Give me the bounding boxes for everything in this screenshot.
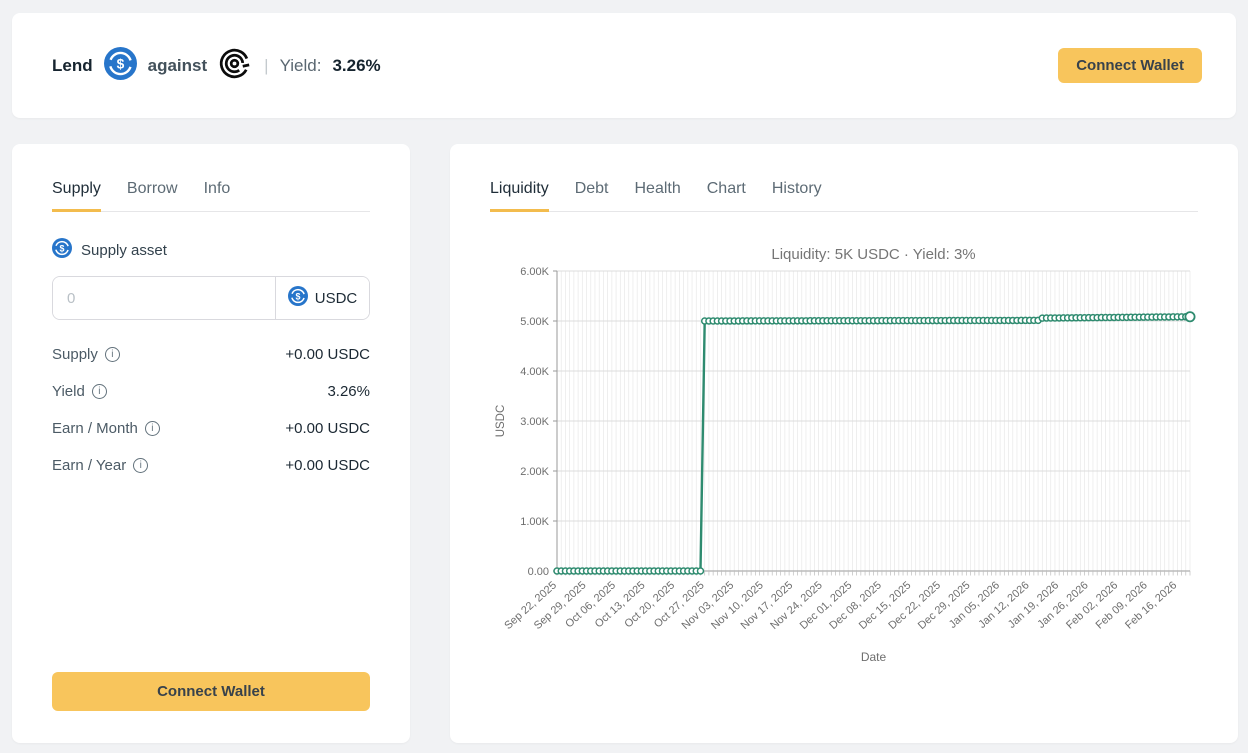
usdc-icon: $ [287, 285, 308, 311]
svg-text:USDC: USDC [495, 405, 507, 438]
earn-month-row-value: +0.00 USDC [285, 420, 370, 437]
tab-health[interactable]: Health [634, 180, 681, 197]
info-icon[interactable]: i [144, 421, 160, 436]
tab-borrow[interactable]: Borrow [126, 180, 178, 197]
yield-row: Yield i 3.26% [52, 373, 370, 410]
earn-month-row: Earn / Month i +0.00 USDC [52, 410, 370, 447]
supply-amount-input[interactable] [53, 277, 275, 319]
lend-label: Lend [52, 55, 93, 75]
tab-liquidity[interactable]: Liquidity [490, 180, 549, 212]
svg-text:5.00K: 5.00K [520, 316, 549, 328]
header-bar: Lend $ against | Yield: 3.26% Connect [12, 13, 1236, 118]
title-separator: | [264, 55, 269, 75]
supply-panel-tabs: Supply Borrow Info [52, 180, 370, 212]
earn-month-row-label: Earn / Month [52, 420, 138, 437]
earn-year-row-value: +0.00 USDC [285, 457, 370, 474]
svg-text:$: $ [116, 56, 124, 71]
tab-chart[interactable]: Chart [706, 180, 746, 197]
supply-row-label: Supply [52, 346, 98, 363]
connect-wallet-button[interactable]: Connect Wallet [52, 672, 370, 711]
svg-text:1.00K: 1.00K [520, 516, 549, 528]
svg-text:Date: Date [861, 650, 887, 664]
market-title: Lend $ against | Yield: 3.26% [12, 46, 381, 85]
yield-row-value: 3.26% [327, 383, 370, 400]
info-icon[interactable]: i [104, 347, 120, 362]
svg-text:Liquidity: 5K USDC · Yield: 3%: Liquidity: 5K USDC · Yield: 3% [771, 246, 975, 263]
tab-info[interactable]: Info [203, 180, 231, 197]
connect-wallet-button[interactable]: Connect Wallet [1058, 48, 1202, 83]
chart-panel-tabs: Liquidity Debt Health Chart History [490, 180, 1198, 212]
svg-text:4.00K: 4.00K [520, 366, 549, 378]
svg-text:6.00K: 6.00K [520, 266, 549, 278]
token-label: USDC [314, 289, 358, 307]
usdc-icon: $ [52, 238, 72, 262]
svg-text:0.00: 0.00 [528, 566, 549, 578]
svg-text:Feb 16, 2026: Feb 16, 2026 [1123, 579, 1179, 631]
svg-text:2.00K: 2.00K [520, 466, 549, 478]
yield-row-label: Yield [52, 383, 85, 400]
spiral-token-icon [218, 47, 251, 85]
svg-text:$: $ [295, 291, 300, 301]
tab-supply[interactable]: Supply [52, 180, 101, 212]
supply-panel: Supply Borrow Info $ Supply asset [12, 144, 410, 743]
supply-row: Supply i +0.00 USDC [52, 336, 370, 373]
info-icon[interactable]: i [91, 384, 107, 399]
tab-history[interactable]: History [771, 180, 822, 197]
yield-value: 3.26% [332, 55, 381, 75]
supply-row-value: +0.00 USDC [285, 346, 370, 363]
chart-panel: Liquidity Debt Health Chart History 0.00… [450, 144, 1238, 743]
earn-year-row: Earn / Year i +0.00 USDC [52, 447, 370, 484]
token-selector[interactable]: $ USDC [275, 277, 369, 319]
yield-label: Yield: [279, 55, 322, 75]
svg-text:3.00K: 3.00K [520, 416, 549, 428]
supply-asset-label: Supply asset [81, 241, 167, 259]
supply-asset-row: $ Supply asset [52, 238, 370, 262]
supply-details: Supply i +0.00 USDC Yield i 3.26% Earn /… [52, 336, 370, 484]
against-label: against [147, 55, 208, 75]
usdc-icon: $ [103, 46, 137, 85]
earn-year-row-label: Earn / Year [52, 457, 127, 474]
tab-debt[interactable]: Debt [574, 180, 609, 197]
svg-text:$: $ [60, 243, 65, 253]
info-icon[interactable]: i [133, 458, 149, 473]
amount-input-group: $ USDC [52, 276, 370, 320]
